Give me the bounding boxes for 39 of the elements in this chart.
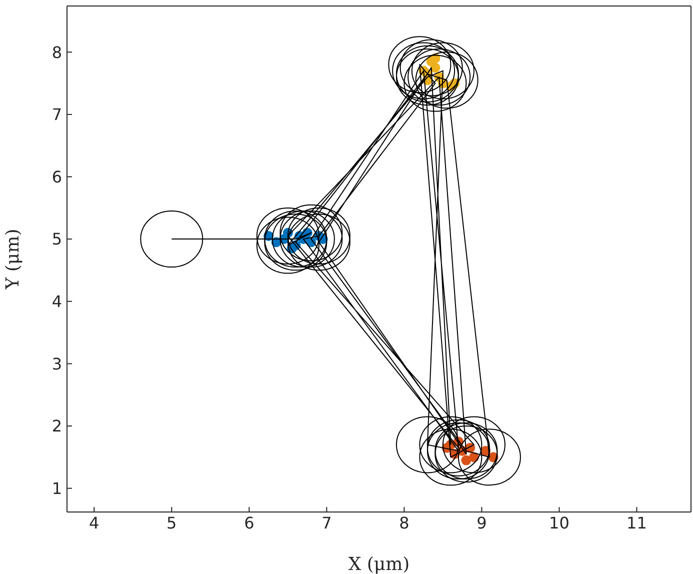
point [287,207,350,264]
x-tick-label: 7 [322,513,332,532]
point [419,416,482,474]
point [287,214,350,271]
y-tick-label: 8 [52,42,62,62]
point [256,216,320,274]
point [388,36,452,94]
point [256,207,320,264]
point [272,210,335,268]
point [140,210,204,268]
point [396,416,459,474]
point [280,210,343,268]
x-tick-label: 6 [244,513,254,532]
point [458,428,521,486]
point [461,455,472,466]
x-tick-label: 10 [549,513,570,532]
x-axis-title: X (μm) [348,554,410,574]
point [400,39,463,96]
y-tick-label: 2 [52,416,62,436]
x-tick-label: 9 [476,513,487,532]
y-tick-label: 5 [52,230,62,249]
point [415,52,478,109]
point [442,416,506,474]
x-tick-label: 8 [399,513,410,532]
y-tick-label: 3 [52,354,62,374]
y-tick-label: 1 [52,479,62,498]
y-axis-title: Y (μm) [2,228,24,290]
point [419,428,482,486]
x-tick-label: 5 [166,513,177,532]
x-tick-label: 4 [89,513,100,532]
point [404,54,467,112]
point [411,42,474,100]
y-tick-label: 4 [52,292,62,312]
point [280,204,343,262]
point [430,62,440,73]
point [408,48,471,106]
y-tick-label: 6 [52,167,62,186]
y-tick-label: 7 [52,105,62,124]
x-tick-label: 11 [626,513,647,532]
